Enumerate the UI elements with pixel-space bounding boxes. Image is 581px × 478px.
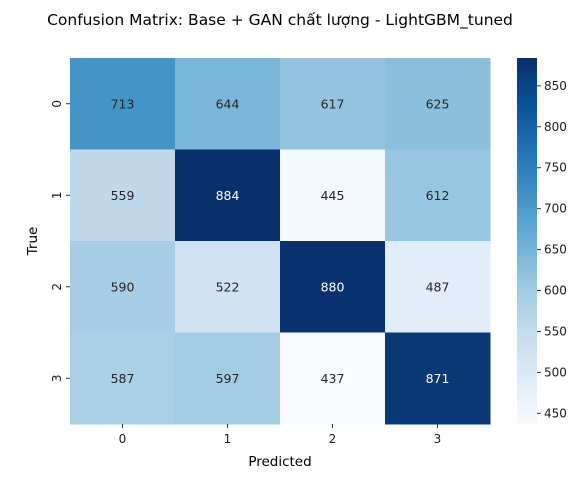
cell-value-0-2: 617 [321,96,345,111]
cell-value-0-3: 625 [426,96,450,111]
colorbar-tick-label-6: 750 [544,161,567,175]
cell-value-3-2: 437 [321,371,345,386]
colorbar [517,58,537,424]
cell-value-2-2: 880 [321,279,345,294]
y-tick-label-3: 3 [50,374,64,382]
y-axis-ticks: 0 1 2 3 [50,100,70,382]
heatmap-cell-3-2 [280,332,386,425]
x-axis-label: Predicted [248,454,311,470]
colorbar-tick-label-4: 650 [544,243,567,257]
heatmap-cell-2-3 [385,241,491,333]
cell-value-1-2: 445 [321,188,345,203]
y-tick-label-0: 0 [50,100,64,108]
cell-value-1-0: 559 [111,188,135,203]
cell-value-3-3: 871 [426,371,450,386]
heatmap-cell-2-2 [280,241,386,333]
cell-value-3-0: 587 [111,371,135,386]
colorbar-tick-label-3: 600 [544,284,567,298]
x-tick-label-3: 3 [434,432,442,446]
heatmap-cell-3-0 [70,332,176,425]
colorbar-tick-label-7: 800 [544,120,567,134]
colorbar-ticks: 450 500 550 600 650 700 750 800 850 [537,79,567,420]
heatmap-cell-0-0 [70,58,176,150]
x-tick-label-1: 1 [224,432,232,446]
colorbar-tick-label-0: 450 [544,406,567,420]
cell-value-2-3: 487 [426,279,450,294]
heatmap-cell-2-1 [175,241,281,333]
heatmap-cells: 713 644 617 625 559 884 445 612 590 522 880 487 587 5… [70,58,491,425]
heatmap-cell-1-3 [385,149,491,242]
heatmap-cell-3-3 [385,332,491,425]
heatmap-cell-1-2 [280,149,386,242]
y-axis-label: True [25,227,41,257]
heatmap-cell-1-0 [70,149,176,242]
cell-value-1-3: 612 [426,188,450,203]
heatmap-cell-0-3 [385,58,491,150]
heatmap-cell-2-0 [70,241,176,333]
cell-value-2-1: 522 [216,279,240,294]
colorbar-tick-label-5: 700 [544,202,567,216]
x-tick-label-0: 0 [119,432,127,446]
y-tick-label-1: 1 [50,191,64,199]
x-tick-label-2: 2 [329,432,337,446]
heatmap-cell-1-1 [175,149,281,242]
heatmap-cell-3-1 [175,332,281,425]
colorbar-tick-label-2: 550 [544,324,567,338]
cell-value-0-1: 644 [216,96,240,111]
cell-value-0-0: 713 [111,96,135,111]
chart-title: Confusion Matrix: Base + GAN chất lượng … [47,11,513,30]
cell-value-2-0: 590 [111,279,135,294]
x-axis-ticks: 0 1 2 3 [119,424,442,446]
y-tick-label-2: 2 [50,283,64,291]
colorbar-tick-label-8: 850 [544,79,567,93]
heatmap-cell-0-1 [175,58,281,150]
cell-value-3-1: 597 [216,371,240,386]
colorbar-tick-label-1: 500 [544,365,567,379]
heatmap-cell-0-2 [280,58,386,150]
cell-value-1-1: 884 [216,188,240,203]
